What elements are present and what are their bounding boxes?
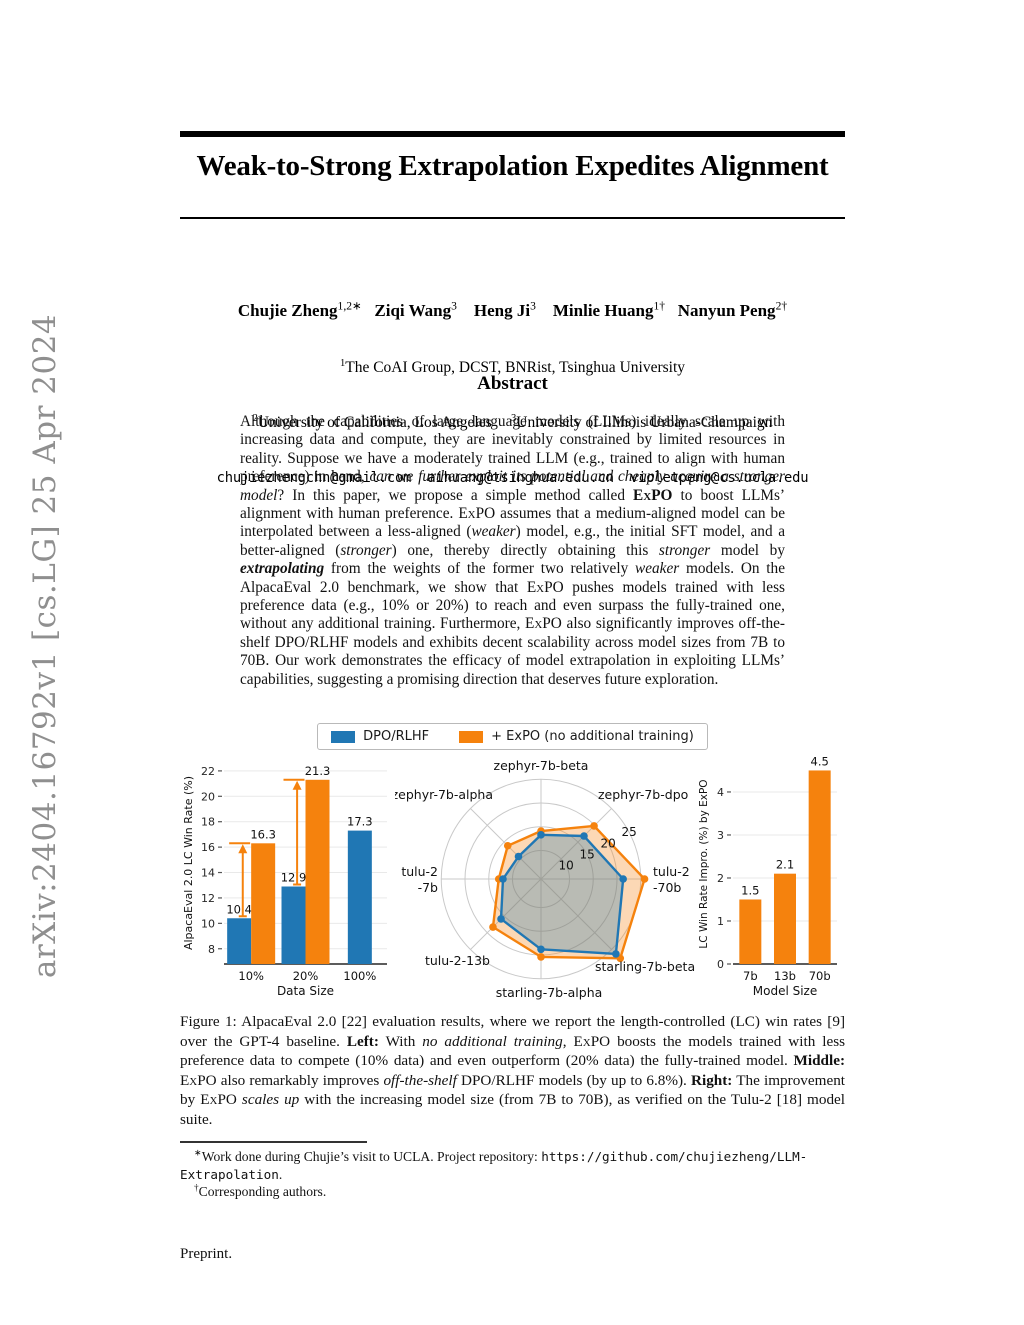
footnote-corresponding: †Corresponding authors. xyxy=(194,1182,327,1199)
svg-text:10.4: 10.4 xyxy=(226,902,252,916)
svg-text:tulu-2: tulu-2 xyxy=(653,864,690,879)
svg-text:tulu-2-13b: tulu-2-13b xyxy=(425,953,490,968)
svg-text:16.3: 16.3 xyxy=(250,827,276,841)
svg-text:25: 25 xyxy=(621,825,636,839)
bar-chart-data-size: 8 10 12 14 16 18 20 22 10.4 16.3 10% 12.9 21.3 20% 17.… xyxy=(180,752,395,1002)
preprint-label: Preprint. xyxy=(180,1246,233,1262)
footnote-rule xyxy=(180,1141,367,1143)
svg-text:4.5: 4.5 xyxy=(811,754,829,768)
svg-text:22: 22 xyxy=(201,765,215,778)
svg-text:10: 10 xyxy=(559,859,574,873)
svg-text:-70b: -70b xyxy=(653,880,681,895)
svg-text:15: 15 xyxy=(579,847,594,861)
affiliation-line-1: 1The CoAI Group, DCST, BNRist, Tsinghua … xyxy=(339,357,686,376)
legend-label-expo: + ExPO (no additional training) xyxy=(491,729,694,744)
svg-text:starling-7b-beta: starling-7b-beta xyxy=(595,959,695,974)
svg-text:AlpacaEval 2.0 LC Win Rate (%): AlpacaEval 2.0 LC Win Rate (%) xyxy=(182,776,195,950)
svg-text:12: 12 xyxy=(201,892,215,905)
title-rule-bottom xyxy=(180,217,845,219)
svg-text:10: 10 xyxy=(201,917,215,930)
footnote-work: ∗Work done during Chujie’s visit to UCLA… xyxy=(180,1147,808,1182)
svg-text:14: 14 xyxy=(201,867,215,880)
svg-text:tulu-2: tulu-2 xyxy=(401,864,438,879)
legend-label-dpo-rlhf: DPO/RLHF xyxy=(363,729,430,744)
svg-text:zephyr-7b-alpha: zephyr-7b-alpha xyxy=(395,787,493,802)
svg-text:Data Size: Data Size xyxy=(277,984,334,998)
svg-text:7b: 7b xyxy=(743,969,758,983)
author-names-line: Chujie Zheng1,2∗ Ziqi Wang3 Heng Ji3 Min… xyxy=(237,299,788,320)
svg-text:starling-7b-alpha: starling-7b-alpha xyxy=(496,985,603,1000)
figure-caption: Figure 1: AlpacaEval 2.0 [22] evaluation… xyxy=(180,1013,846,1128)
footnotes: ∗Work done during Chujie’s visit to UCLA… xyxy=(180,1148,845,1201)
authors-block: Chujie Zheng1,2∗ Ziqi Wang3 Heng Ji3 Min… xyxy=(180,263,845,524)
legend-swatch-expo xyxy=(459,730,484,743)
svg-text:Model Size: Model Size xyxy=(753,984,817,998)
title-rule-top xyxy=(180,131,845,137)
svg-text:3: 3 xyxy=(717,829,724,842)
svg-text:-7b: -7b xyxy=(418,880,438,895)
svg-text:20: 20 xyxy=(201,790,215,803)
svg-text:zephyr-7b-beta: zephyr-7b-beta xyxy=(494,758,589,773)
svg-text:0: 0 xyxy=(717,958,724,971)
paper-title: Weak-to-Strong Extrapolation Expedites A… xyxy=(196,150,829,182)
radar-chart-models: 10 15 20 25 zephyr-7b-beta zephyr-7b-dpo tulu-… xyxy=(392,752,696,1002)
svg-text:20%: 20% xyxy=(293,969,319,983)
svg-text:100%: 100% xyxy=(343,969,376,983)
affiliation-line-2: 2University of California, Los Angeles 3… xyxy=(252,412,773,431)
svg-text:4: 4 xyxy=(717,786,724,799)
author-emails: chujiezhengchn@gmail.com aihuang@tsinghu… xyxy=(216,470,809,486)
figure-1-charts: 8 10 12 14 16 18 20 22 10.4 16.3 10% 12.9 21.3 20% 17.… xyxy=(180,752,845,1004)
svg-text:2: 2 xyxy=(717,872,724,885)
svg-text:18: 18 xyxy=(201,816,215,829)
abstract-text: Although the capabilities of large langu… xyxy=(240,413,786,688)
svg-text:70b: 70b xyxy=(809,969,831,983)
svg-text:8: 8 xyxy=(208,943,215,956)
svg-text:10%: 10% xyxy=(238,969,264,983)
svg-text:17.3: 17.3 xyxy=(347,815,373,829)
figure-legend: DPO/RLHF + ExPO (no additional training) xyxy=(180,723,845,750)
legend-swatch-dpo-rlhf xyxy=(331,730,356,743)
svg-text:zephyr-7b-dpo: zephyr-7b-dpo xyxy=(598,787,688,802)
arxiv-watermark: arXiv:2404.16792v1 [cs.LG] 25 Apr 2024 xyxy=(27,313,63,979)
svg-text:1: 1 xyxy=(717,915,724,928)
abstract-heading: Abstract xyxy=(477,373,548,394)
svg-text:12.9: 12.9 xyxy=(281,871,307,885)
legend-item-expo: + ExPO (no additional training) xyxy=(459,729,694,744)
svg-text:2.1: 2.1 xyxy=(776,858,794,872)
svg-text:20: 20 xyxy=(600,836,615,850)
bar-chart-model-size: 0 1 2 3 4 1.5 7b 2.1 13b 4.5 70b Model Size LC Win R… xyxy=(695,752,845,1002)
legend-box: DPO/RLHF + ExPO (no additional training) xyxy=(317,723,708,750)
legend-item-dpo-rlhf: DPO/RLHF xyxy=(331,729,429,744)
svg-text:13b: 13b xyxy=(774,969,796,983)
svg-text:1.5: 1.5 xyxy=(741,883,759,897)
svg-text:21.3: 21.3 xyxy=(305,764,331,778)
svg-text:16: 16 xyxy=(201,841,215,854)
svg-text:LC Win Rate Impro. (%) by ExPO: LC Win Rate Impro. (%) by ExPO xyxy=(698,779,710,948)
